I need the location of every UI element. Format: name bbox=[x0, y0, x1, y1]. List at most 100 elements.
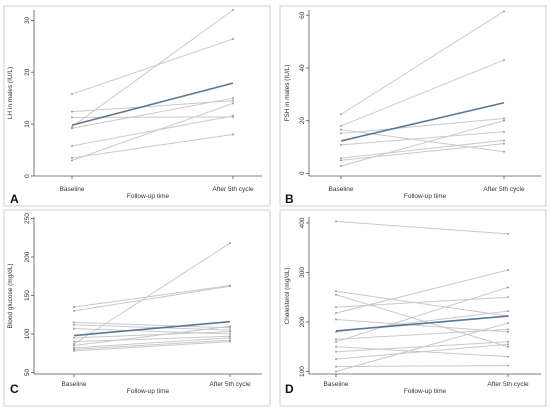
data-point bbox=[335, 340, 337, 343]
y-tick-label: 0 bbox=[24, 174, 31, 178]
individual-line bbox=[73, 242, 231, 345]
data-point bbox=[232, 9, 234, 11]
panel-frame bbox=[3, 209, 271, 407]
individual-line bbox=[335, 328, 509, 340]
data-point bbox=[503, 142, 505, 145]
y-tick-label: 60 bbox=[299, 11, 306, 19]
y-axis-label: LH in males (IU/L) bbox=[7, 67, 14, 119]
y-tick-label: 100 bbox=[24, 328, 31, 339]
y-axis-label: Cholesterol (mg/dL) bbox=[284, 267, 291, 324]
y-tick-label: 200 bbox=[299, 316, 306, 327]
data-point bbox=[71, 127, 73, 130]
individual-line bbox=[335, 322, 509, 373]
data-point bbox=[73, 336, 75, 339]
y-tick-label: 250 bbox=[24, 213, 31, 224]
individual-line bbox=[73, 331, 231, 339]
panel-label: C bbox=[10, 382, 19, 396]
data-point bbox=[73, 349, 75, 352]
individual-line bbox=[335, 319, 509, 333]
y-tick-label: 400 bbox=[299, 217, 306, 228]
individual-line bbox=[335, 343, 509, 360]
data-point bbox=[229, 336, 231, 339]
data-point bbox=[507, 343, 509, 346]
panel-frame bbox=[279, 5, 547, 207]
data-point bbox=[507, 296, 509, 299]
individual-line bbox=[71, 102, 234, 161]
data-point bbox=[503, 59, 505, 62]
mean-line bbox=[335, 315, 509, 332]
data-point bbox=[507, 310, 509, 313]
data-point bbox=[340, 143, 342, 146]
data-point bbox=[232, 38, 234, 41]
y-tick-label: 150 bbox=[24, 290, 31, 301]
individual-line bbox=[71, 9, 234, 128]
mean-line bbox=[73, 320, 231, 337]
data-point bbox=[507, 364, 509, 367]
individual-line bbox=[335, 286, 509, 343]
data-point bbox=[335, 370, 337, 373]
x-axis-label: Follow-up time bbox=[127, 193, 170, 200]
data-point bbox=[73, 323, 75, 326]
individual-line bbox=[335, 365, 509, 368]
x-tick-label: Baseline bbox=[60, 186, 85, 193]
individual-line bbox=[340, 120, 505, 167]
individual-line bbox=[335, 269, 509, 314]
data-point bbox=[229, 335, 231, 338]
panel-label: A bbox=[10, 192, 19, 206]
x-tick-label: Baseline bbox=[62, 381, 87, 388]
individual-line bbox=[71, 116, 234, 118]
data-point bbox=[71, 93, 73, 96]
individual-line bbox=[71, 97, 234, 129]
data-point bbox=[340, 113, 342, 116]
individual-line bbox=[335, 294, 509, 348]
individual-line bbox=[340, 59, 505, 127]
data-point bbox=[71, 125, 73, 128]
data-point bbox=[335, 350, 337, 353]
data-point bbox=[229, 340, 231, 343]
x-axis-label: Follow-up time bbox=[404, 193, 447, 200]
individual-line bbox=[71, 100, 234, 113]
data-point bbox=[229, 325, 231, 328]
y-tick-label: 50 bbox=[24, 368, 31, 376]
y-tick-label: 20 bbox=[299, 117, 306, 125]
data-point bbox=[71, 110, 73, 113]
data-point bbox=[340, 124, 342, 127]
y-tick-label: 200 bbox=[24, 251, 31, 262]
panel-c: 50 100 150 200 250 Blood glucose (mg/dL) Basel… bbox=[3, 209, 271, 407]
individual-line bbox=[73, 335, 231, 343]
data-point bbox=[229, 242, 231, 245]
data-point bbox=[232, 102, 234, 105]
individual-line bbox=[71, 115, 234, 147]
y-tick-label: 10 bbox=[24, 120, 31, 128]
y-tick-label: 300 bbox=[299, 267, 306, 278]
data-point bbox=[73, 348, 75, 351]
data-point bbox=[232, 133, 234, 136]
data-point bbox=[507, 345, 509, 348]
panel-a: 0 10 20 30 LH in males (IU/L) Baseline After 5… bbox=[3, 5, 271, 207]
panel-d: 100 200 300 400 Cholesterol (mg/dL) Baseline A… bbox=[279, 209, 547, 407]
data-point bbox=[507, 340, 509, 343]
panel-label: D bbox=[285, 382, 294, 396]
y-tick-label: 20 bbox=[24, 68, 31, 76]
data-point bbox=[335, 293, 337, 296]
data-point bbox=[507, 355, 509, 358]
data-point bbox=[73, 321, 75, 324]
y-tick-label: 40 bbox=[299, 64, 306, 72]
data-point bbox=[73, 346, 75, 349]
individual-line bbox=[340, 118, 505, 134]
data-point bbox=[340, 132, 342, 135]
data-point bbox=[335, 365, 337, 368]
individual-line bbox=[73, 284, 231, 308]
individual-line bbox=[73, 285, 231, 312]
data-point bbox=[507, 232, 509, 235]
data-point bbox=[503, 117, 505, 120]
x-tick-label: Baseline bbox=[329, 186, 354, 193]
data-point bbox=[71, 156, 73, 159]
data-point bbox=[340, 159, 342, 162]
data-point bbox=[340, 128, 342, 131]
x-axis-label: Follow-up time bbox=[404, 388, 447, 395]
data-point bbox=[73, 309, 75, 312]
individual-line bbox=[73, 339, 231, 350]
